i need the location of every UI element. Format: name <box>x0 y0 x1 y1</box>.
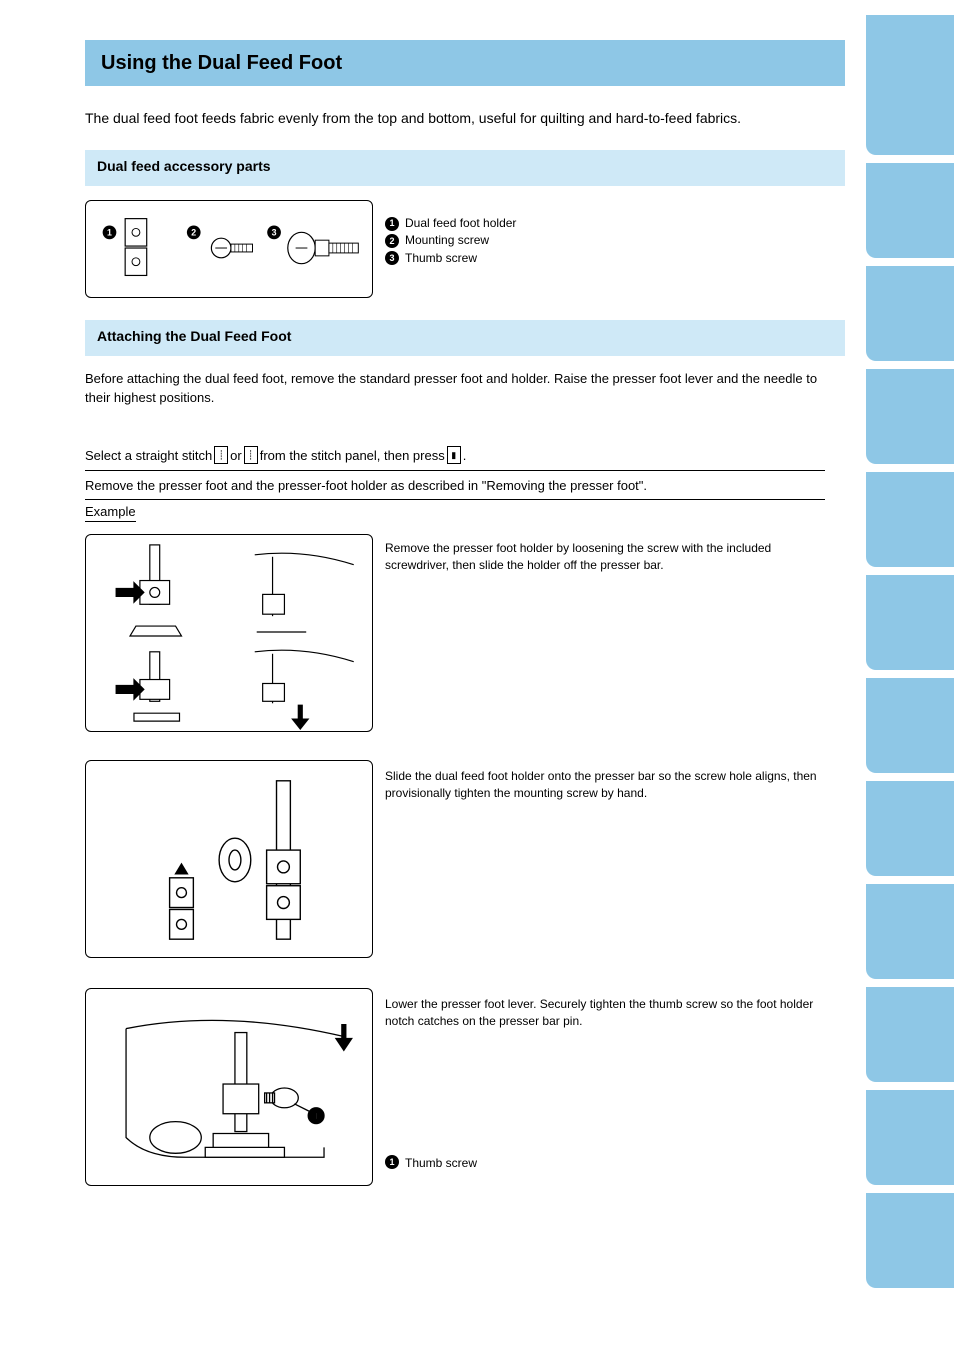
figure-3-legend: 1 Thumb screw <box>385 1155 825 1172</box>
button-icon: ▮ <box>447 446 461 464</box>
figure-2-diagram <box>86 761 372 957</box>
parts-label-row: 2 Mounting screw <box>385 232 516 249</box>
body-text: Before attaching the dual feed foot, rem… <box>85 370 845 408</box>
num-badge: 2 <box>385 234 399 248</box>
side-tab <box>866 163 954 258</box>
figure-1-diagram <box>86 535 372 731</box>
step-text: Remove the presser foot and the presser-… <box>85 478 647 493</box>
parts-label-list: 1 Dual feed foot holder 2 Mounting screw… <box>385 215 516 267</box>
num-badge: 1 <box>385 217 399 231</box>
side-tab <box>866 678 954 773</box>
side-tab <box>866 1193 954 1288</box>
stitch-icon: ┊ <box>244 446 258 464</box>
side-tab <box>866 987 954 1082</box>
side-tab <box>866 369 954 464</box>
section-heading-bar: Using the Dual Feed Foot <box>85 40 845 86</box>
parts-label: Dual feed foot holder <box>405 215 516 232</box>
parts-figure: 1 2 3 <box>85 200 373 298</box>
figure-2 <box>85 760 373 958</box>
stitch-icon: ┊ <box>214 446 228 464</box>
side-tab <box>866 472 954 567</box>
step-text: or <box>230 448 242 463</box>
side-tab <box>866 575 954 670</box>
step-row-2: Remove the presser foot and the presser-… <box>85 472 825 500</box>
parts-label-row: 1 Dual feed foot holder <box>385 215 516 232</box>
callout-attach: Attaching the Dual Feed Foot <box>85 320 845 356</box>
parts-label-row: 3 Thumb screw <box>385 250 516 267</box>
figure-3-diagram: 1 <box>86 989 372 1185</box>
side-tab <box>866 15 954 155</box>
step-text: Select a straight stitch <box>85 448 212 463</box>
callout-parts: Dual feed accessory parts <box>85 150 845 186</box>
side-tab <box>866 1090 954 1185</box>
page-root: Using the Dual Feed Foot The dual feed f… <box>0 0 954 1349</box>
side-tab <box>866 781 954 876</box>
intro-text: The dual feed foot feeds fabric evenly f… <box>85 110 825 126</box>
side-tabs <box>866 15 954 1296</box>
figure-3-caption: Lower the presser foot lever. Securely t… <box>385 996 825 1030</box>
legend-text: Thumb screw <box>405 1155 477 1172</box>
side-tab <box>866 266 954 361</box>
side-tab <box>866 884 954 979</box>
num-badge: 1 <box>385 1155 399 1169</box>
figure-3: 1 <box>85 988 373 1186</box>
figure-1 <box>85 534 373 732</box>
svg-text:1: 1 <box>107 227 112 237</box>
svg-text:3: 3 <box>272 227 277 237</box>
step-text: from the stitch panel, then press <box>260 448 445 463</box>
parts-label: Mounting screw <box>405 232 489 249</box>
figure-2-caption: Slide the dual feed foot holder onto the… <box>385 768 825 802</box>
step-row-1: Select a straight stitch ┊ or ┊ from the… <box>85 440 825 471</box>
parts-diagram: 1 2 3 <box>86 201 372 297</box>
svg-text:1: 1 <box>313 1112 319 1123</box>
step-text: . <box>463 448 467 463</box>
parts-label: Thumb screw <box>405 250 477 267</box>
section-heading: Using the Dual Feed Foot <box>85 40 358 87</box>
num-badge: 3 <box>385 251 399 265</box>
svg-text:2: 2 <box>191 227 196 237</box>
example-label: Example <box>85 504 136 522</box>
figure-1-caption: Remove the presser foot holder by loosen… <box>385 540 825 574</box>
